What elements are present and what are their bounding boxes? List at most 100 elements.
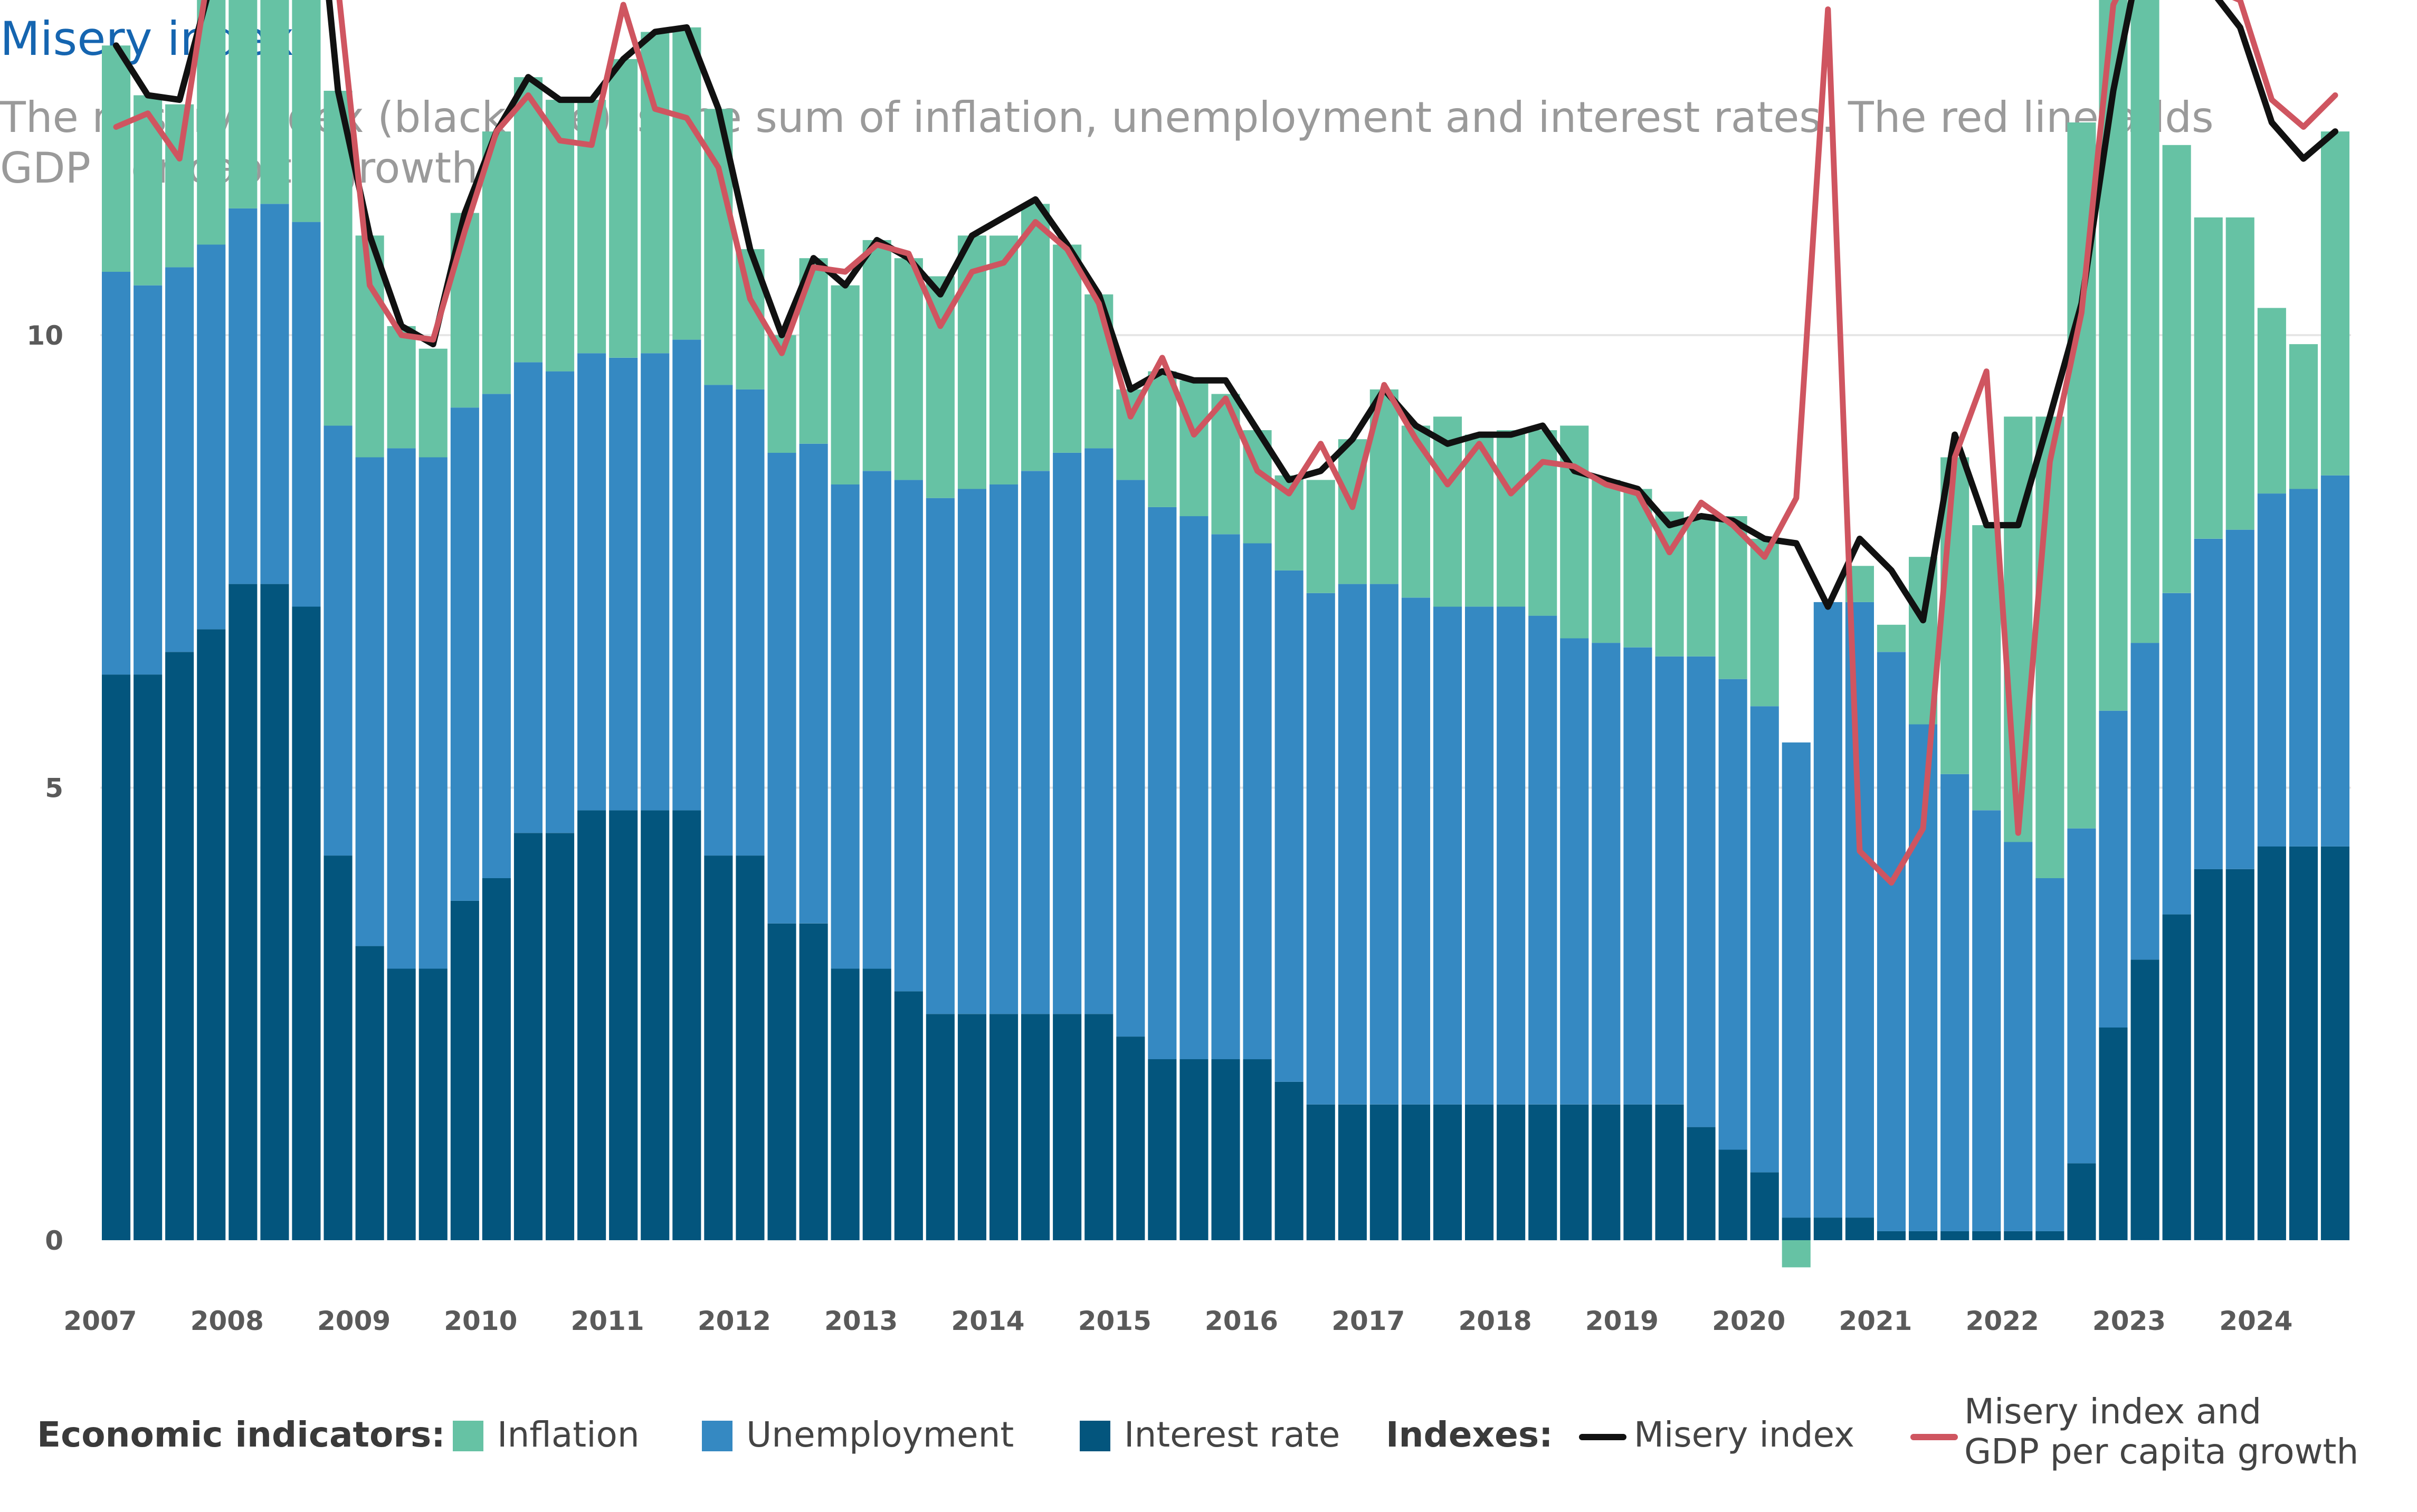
legend-misery-label: Misery index — [1634, 1414, 1855, 1455]
unemployment-bar — [926, 498, 955, 1014]
inflation-bar — [387, 326, 416, 449]
interest-bar — [1116, 1036, 1145, 1240]
unemployment-bar — [1338, 584, 1367, 1105]
interest-bar — [1401, 1104, 1430, 1241]
interest-bar — [323, 855, 353, 1240]
inflation-bar — [2162, 145, 2191, 593]
unemployment-bar — [767, 453, 796, 924]
interest-bar — [957, 1014, 986, 1241]
interest-bar — [1211, 1059, 1240, 1240]
interest-bar — [2225, 869, 2254, 1240]
unemployment-bar — [2225, 529, 2254, 869]
unemployment-bar — [1465, 606, 1494, 1105]
x-tick-label: 2008 — [191, 1306, 264, 1336]
interest-bar — [1877, 1231, 1906, 1240]
unemployment-bar — [2289, 489, 2318, 847]
legend-misery-gdp-line — [1910, 1434, 1958, 1440]
interest-bar — [2194, 869, 2223, 1240]
inflation-bar — [197, 0, 226, 245]
unemployment-bar — [1718, 679, 1747, 1150]
interest-bar — [1053, 1014, 1082, 1241]
inflation-bar — [894, 258, 923, 480]
interest-bar — [1497, 1104, 1526, 1241]
inflation-bar — [1877, 624, 1906, 652]
inflation-bar — [1497, 430, 1526, 607]
unemployment-bar — [546, 371, 575, 833]
unemployment-bar — [799, 443, 828, 924]
inflation-bar — [165, 104, 194, 268]
unemployment-bar — [1211, 534, 1240, 1059]
unemployment-bar — [2320, 475, 2349, 847]
x-tick-label: 2009 — [317, 1306, 391, 1336]
x-tick-label: 2018 — [1459, 1306, 1532, 1336]
inflation-bar — [482, 131, 511, 394]
unemployment-bar — [609, 357, 638, 811]
interest-bar — [482, 878, 511, 1240]
inflation-bar — [1306, 480, 1335, 593]
inflation-bar — [229, 0, 258, 208]
x-tick-label: 2016 — [1205, 1306, 1278, 1336]
x-tick-label: 2015 — [1078, 1306, 1152, 1336]
index-lines — [113, 0, 2338, 886]
interest-bar — [2162, 914, 2191, 1240]
unemployment-bar — [1306, 593, 1335, 1105]
interest-bar — [2289, 847, 2318, 1240]
y-tick-label: 5 — [45, 773, 63, 804]
interest-bar — [704, 855, 733, 1240]
interest-bar — [2035, 1231, 2064, 1240]
interest-bar — [2130, 959, 2159, 1240]
inflation-bar — [1021, 204, 1050, 471]
unemployment-bar — [2099, 710, 2128, 1028]
interest-bar — [2320, 847, 2349, 1240]
x-tick-label: 2017 — [1331, 1306, 1405, 1336]
interest-bar — [1338, 1104, 1367, 1241]
interest-bar — [387, 968, 416, 1240]
interest-bar — [1179, 1059, 1208, 1240]
unemployment-bar — [1528, 615, 1557, 1105]
unemployment-bar — [1116, 480, 1145, 1037]
inflation-bar — [1687, 516, 1716, 657]
inflation-bar — [957, 235, 986, 489]
unemployment-bar — [2130, 643, 2159, 960]
unemployment-bar — [1084, 448, 1114, 1014]
unemployment-bar — [1243, 543, 1272, 1060]
inflation-bar — [1972, 525, 2001, 811]
x-tick-label: 2014 — [951, 1306, 1024, 1336]
interest-bar — [1623, 1104, 1652, 1241]
chart-subtitle: The misery index (black line) is the sum… — [0, 93, 2214, 193]
interest-bar — [736, 855, 765, 1240]
inflation-bar — [418, 348, 448, 458]
interest-bar — [229, 584, 258, 1240]
x-axis: 2007 2008 2009 2010 2011 2012 2013 2014 2015 2016… — [63, 1306, 2292, 1336]
unemployment-bar — [1782, 742, 1811, 1218]
unemployment-bar — [672, 339, 701, 811]
unemployment-bar — [355, 457, 384, 946]
legend-group-economic: Economic indicators: — [37, 1414, 445, 1455]
unemployment-bar — [1433, 606, 1462, 1105]
x-tick-label: 2011 — [571, 1306, 644, 1336]
unemployment-bar — [641, 353, 670, 811]
interest-bar — [1940, 1231, 1969, 1240]
x-tick-label: 2010 — [444, 1306, 517, 1336]
interest-bar — [292, 606, 321, 1240]
unemployment-bar — [1813, 602, 1842, 1218]
legend-group-indexes: Indexes: — [1386, 1414, 1553, 1455]
interest-bar — [1148, 1059, 1177, 1240]
unemployment-bar — [1845, 602, 1874, 1218]
inflation-bar — [546, 100, 575, 372]
legend: Economic indicators: Inflation Unemploym… — [0, 1391, 2417, 1499]
misery-index-chart: 051015 200720082009201020112012201320142… — [26, 0, 2351, 1336]
unemployment-bar — [482, 394, 511, 878]
interest-bar — [672, 810, 701, 1240]
interest-bar — [165, 652, 194, 1241]
interest-bar — [1274, 1081, 1303, 1240]
stacked-bars — [102, 0, 2349, 1268]
unemployment-bar — [1369, 584, 1398, 1105]
unemployment-bar — [736, 389, 765, 856]
unemployment-bar — [134, 285, 163, 675]
interest-bar — [1243, 1059, 1272, 1240]
unemployment-bar — [1972, 810, 2001, 1231]
inflation-bar — [1179, 380, 1208, 517]
unemployment-bar — [2004, 842, 2033, 1231]
unemployment-bar — [450, 407, 479, 901]
